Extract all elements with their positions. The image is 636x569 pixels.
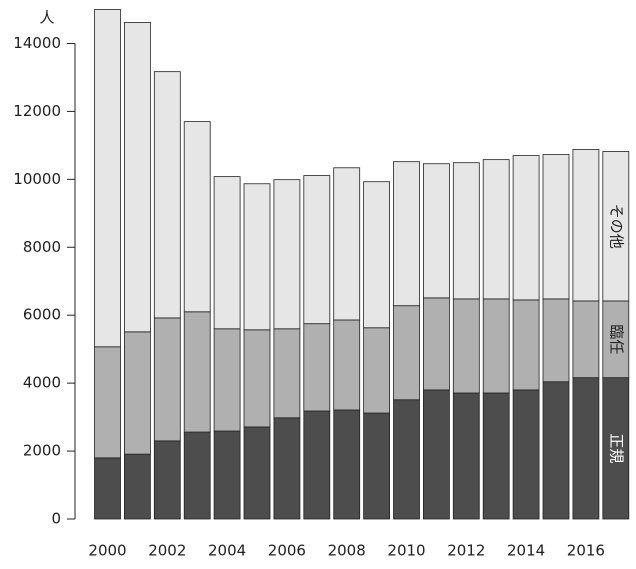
x-tick-label: 2014 (507, 542, 545, 560)
bar-segment (333, 167, 361, 321)
y-tick-label: 14000 (13, 34, 61, 52)
bar-segment (542, 381, 570, 520)
x-tick-label: 2012 (447, 542, 485, 560)
bar-segment (482, 392, 510, 520)
y-tick-label: 6000 (23, 306, 61, 324)
bar-segment (422, 297, 450, 391)
bar-segment (153, 71, 181, 319)
bar-segment (94, 9, 121, 348)
bar-segment (422, 163, 450, 299)
bar-segment (273, 328, 301, 419)
bar-segment (333, 319, 361, 411)
bar-segment (542, 298, 570, 383)
bar-segment (303, 410, 331, 520)
bar-segment (273, 417, 301, 520)
series-label: 正規 (607, 433, 625, 463)
bar-segment (333, 409, 361, 520)
bar-segment (572, 149, 600, 302)
bar-segment (363, 412, 391, 520)
x-tick-label: 2006 (268, 542, 306, 560)
bar-segment (422, 389, 450, 520)
bar-segment (452, 392, 480, 520)
y-axis-label: 人 (39, 9, 54, 27)
bar-segment (124, 453, 151, 520)
bar-segment (213, 328, 241, 432)
bar-segment (124, 331, 151, 455)
bar-segment (153, 317, 181, 442)
bar-segment (512, 299, 540, 391)
x-tick-label: 2000 (88, 542, 126, 560)
bar-segment (363, 181, 391, 329)
y-tick-label: 0 (51, 510, 61, 528)
y-tick-label: 4000 (23, 374, 61, 392)
bar-segment (303, 323, 331, 412)
bar-segment (183, 121, 211, 313)
bar-segment (363, 327, 391, 414)
bar-segment (602, 377, 630, 520)
bar-segment (572, 300, 600, 379)
bar-segment (572, 377, 600, 520)
bar-segment (94, 457, 121, 520)
bar-segment (303, 175, 331, 325)
bar-segment (243, 183, 271, 331)
bar-segment (452, 162, 480, 300)
x-tick-label: 2004 (208, 542, 246, 560)
bar-segment (243, 329, 271, 428)
bar-segment (602, 151, 630, 302)
bar-segment (512, 389, 540, 520)
series-label: その他 (607, 204, 625, 249)
series-label: 臨任 (607, 324, 625, 354)
bar-segment (512, 155, 540, 301)
y-tick-label: 2000 (23, 442, 61, 460)
y-tick-label: 8000 (23, 238, 61, 256)
bar-segment (482, 159, 510, 300)
y-tick-label: 12000 (13, 102, 61, 120)
bar-segment (602, 300, 630, 379)
bar-segment (452, 298, 480, 394)
bar-segment (153, 440, 181, 520)
bar-segment (183, 311, 211, 433)
bar-segment (393, 161, 420, 307)
bar-segment (482, 298, 510, 394)
x-tick-label: 2002 (148, 542, 186, 560)
x-tick-label: 2010 (387, 542, 425, 560)
x-tick-label: 2016 (567, 542, 605, 560)
bar-segment (542, 154, 570, 300)
bar-segment (183, 431, 211, 520)
bar-segment (213, 430, 241, 520)
bar-segment (124, 22, 151, 333)
bar-segment (273, 179, 301, 330)
bar-segment (243, 426, 271, 520)
y-tick-label: 10000 (13, 170, 61, 188)
bar-segment (393, 399, 420, 520)
bar-segment (393, 305, 420, 401)
bar-segment (94, 346, 121, 459)
bar-segment (213, 176, 241, 330)
x-tick-label: 2008 (328, 542, 366, 560)
